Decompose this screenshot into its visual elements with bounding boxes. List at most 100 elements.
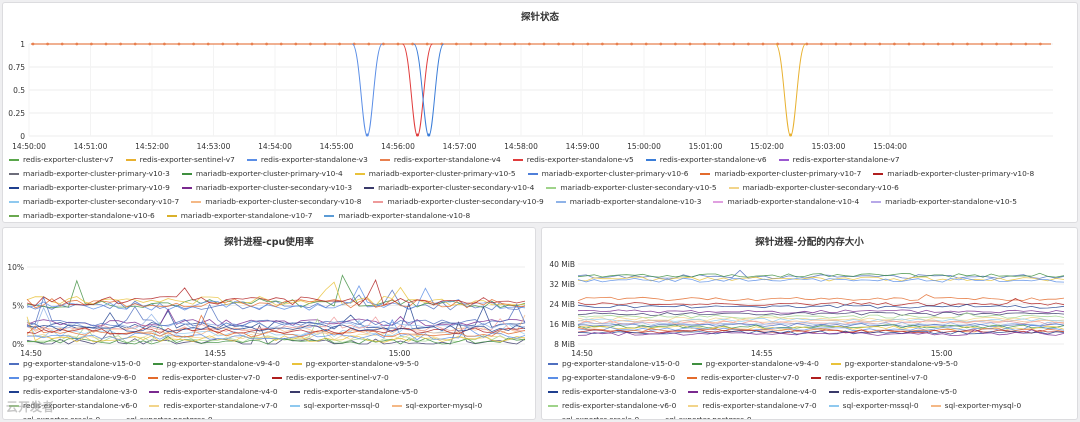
legend-item[interactable]: mariadb-exporter-cluster-secondary-v10-5 <box>546 181 717 195</box>
x-tick-label: 14:57:00 <box>443 142 477 151</box>
x-tick-label: 15:04:00 <box>873 142 907 151</box>
legend-swatch <box>149 405 160 407</box>
legend-item[interactable]: redis-exporter-sentinel-v7-0 <box>811 371 928 385</box>
legend-swatch <box>830 363 841 365</box>
legend-item[interactable]: mariadb-exporter-standalone-v10-4 <box>713 195 859 209</box>
legend-item[interactable]: sql-exporter-mysql-0 <box>391 399 482 413</box>
legend-item[interactable]: sql-exporter-postgres-0 <box>112 413 212 419</box>
legend-item[interactable]: redis-exporter-standalone-v7-0 <box>149 399 278 413</box>
cpu-usage-chart[interactable]: 10% 5% 0%14:50 14:55 15:00 <box>3 228 536 358</box>
legend-item[interactable]: redis-exporter-standalone-v4-0 <box>688 385 817 399</box>
data-point <box>265 42 268 46</box>
memory-alloc-panel: 探针进程-分配的内存大小 40 MiB 32 MiB 24 MiB 16 MiB 8 M… <box>541 227 1078 420</box>
legend-item[interactable]: redis-exporter-standalone-v3-0 <box>9 385 137 399</box>
data-point <box>542 42 546 46</box>
legend-swatch <box>9 201 19 203</box>
series-line <box>26 302 526 330</box>
legend-item[interactable]: pg-exporter-standalone-v15-0-0 <box>9 357 141 371</box>
legend-swatch <box>289 391 300 393</box>
legend-label: pg-exporter-standalone-v9-4-0 <box>705 359 819 368</box>
legend-item[interactable]: redis-exporter-standalone-v6 <box>645 153 767 167</box>
legend-item[interactable]: mariadb-exporter-cluster-primary-v10-8 <box>873 167 1034 181</box>
legend-swatch <box>728 187 739 189</box>
panel-title: 探针状态 <box>520 12 559 23</box>
probe-status-chart[interactable]: 1 0.75 0.5 0.25 014:50:00 14:51:00 14:52:00 14:… <box>3 3 1078 153</box>
y-tick-label: 10% <box>7 263 24 272</box>
legend-item[interactable]: redis-exporter-standalone-v6-0 <box>548 399 676 413</box>
legend-item[interactable]: mariadb-exporter-standalone-v10-6 <box>9 209 155 222</box>
legend-item[interactable]: mariadb-exporter-standalone-v10-8 <box>324 209 471 222</box>
legend-item[interactable]: redis-exporter-cluster-v7-0 <box>687 371 799 385</box>
legend-item[interactable]: mariadb-exporter-cluster-secondary-v10-9 <box>373 195 544 209</box>
legend-label: mariadb-exporter-standalone-v10-8 <box>338 211 471 220</box>
legend-item[interactable]: mariadb-exporter-standalone-v10-5 <box>871 195 1017 209</box>
legend-item[interactable]: redis-exporter-standalone-v5-0 <box>828 385 957 399</box>
series-line <box>577 311 1065 317</box>
legend-item[interactable]: redis-exporter-sentinel-v7-0 <box>272 371 389 385</box>
legend-swatch <box>811 377 822 379</box>
legend-item[interactable]: sql-exporter-oracle-0 <box>548 413 639 419</box>
legend-item[interactable]: redis-exporter-standalone-v3-0 <box>548 385 676 399</box>
legend-item[interactable]: mariadb-exporter-cluster-primary-v10-4 <box>181 167 343 181</box>
legend-item[interactable]: pg-exporter-standalone-v9-4-0 <box>152 357 280 371</box>
legend-item[interactable]: sql-exporter-mssql-0 <box>828 399 919 413</box>
legend-item[interactable]: mariadb-exporter-cluster-secondary-v10-7 <box>9 195 179 209</box>
legend-item[interactable]: redis-exporter-sentinel-v7 <box>125 153 235 167</box>
legend-item[interactable]: mariadb-exporter-standalone-v10-7 <box>166 209 313 222</box>
legend-item[interactable]: sql-exporter-mysql-0 <box>930 399 1021 413</box>
legend-item[interactable]: redis-exporter-standalone-v3 <box>246 153 368 167</box>
legend-item[interactable]: redis-exporter-standalone-v7-0 <box>688 399 817 413</box>
legend-item[interactable]: pg-exporter-standalone-v9-6-0 <box>548 371 675 385</box>
legend-item[interactable]: pg-exporter-standalone-v9-5-0 <box>291 357 419 371</box>
legend-swatch <box>548 363 558 365</box>
legend-label: mariadb-exporter-standalone-v10-7 <box>180 211 313 220</box>
legend-item[interactable]: redis-exporter-standalone-v4-0 <box>149 385 278 399</box>
legend-item[interactable]: mariadb-exporter-cluster-secondary-v10-3 <box>181 181 352 195</box>
legend-item[interactable]: mariadb-exporter-cluster-primary-v10-5 <box>354 167 516 181</box>
legend-item[interactable]: sql-exporter-oracle-0 <box>9 413 100 419</box>
data-point <box>893 42 896 46</box>
series-line <box>577 321 1065 327</box>
data-point <box>557 42 560 46</box>
series-line <box>26 278 526 306</box>
legend-item[interactable]: redis-exporter-standalone-v5-0 <box>289 385 418 399</box>
data-point <box>995 42 998 46</box>
legend-swatch <box>548 391 558 393</box>
panel-title: 探针进程-分配的内存大小 <box>755 237 864 248</box>
legend-item[interactable]: pg-exporter-standalone-v9-4-0 <box>691 357 819 371</box>
legend-item[interactable]: mariadb-exporter-cluster-secondary-v10-6 <box>728 181 899 195</box>
legend-item[interactable]: redis-exporter-cluster-v7-0 <box>148 371 260 385</box>
data-point <box>528 42 531 46</box>
legend-swatch <box>324 215 335 217</box>
legend-label: mariadb-exporter-standalone-v10-6 <box>23 211 155 220</box>
series-line <box>577 277 1065 283</box>
legend-item[interactable]: mariadb-exporter-cluster-primary-v10-6 <box>527 167 688 181</box>
legend-item[interactable]: redis-exporter-cluster-v7 <box>9 153 114 167</box>
series-line <box>26 316 526 333</box>
legend-item[interactable]: pg-exporter-standalone-v15-0-0 <box>548 357 680 371</box>
legend-item[interactable]: sql-exporter-postgres-0 <box>651 413 751 419</box>
legend-item[interactable]: mariadb-exporter-cluster-secondary-v10-4 <box>364 181 534 195</box>
legend-item[interactable]: redis-exporter-standalone-v6-0 <box>9 399 137 413</box>
watermark: 云开发者 <box>6 400 55 414</box>
data-point <box>425 42 429 46</box>
legend-item[interactable]: mariadb-exporter-standalone-v10-3 <box>555 195 701 209</box>
legend-swatch <box>391 405 402 407</box>
legend-label: pg-exporter-standalone-v9-6-0 <box>23 373 137 382</box>
legend-item[interactable]: pg-exporter-standalone-v9-6-0 <box>9 371 136 385</box>
x-tick-label: 14:55 <box>751 349 773 358</box>
legend-item[interactable]: redis-exporter-standalone-v5 <box>512 153 634 167</box>
legend-item[interactable]: redis-exporter-standalone-v4 <box>379 153 501 167</box>
legend-item[interactable]: sql-exporter-mssql-0 <box>289 399 380 413</box>
data-point <box>427 133 431 137</box>
legend-item[interactable]: mariadb-exporter-cluster-primary-v10-3 <box>9 167 170 181</box>
legend-item[interactable]: redis-exporter-standalone-v7 <box>778 153 900 167</box>
legend-item[interactable]: mariadb-exporter-cluster-primary-v10-7 <box>700 167 861 181</box>
y-tick-label: 8 MiB <box>554 340 575 349</box>
legend-item[interactable]: pg-exporter-standalone-v9-5-0 <box>830 357 958 371</box>
data-point <box>60 42 64 46</box>
legend-item[interactable]: mariadb-exporter-cluster-secondary-v10-8 <box>191 195 361 209</box>
legend-item[interactable]: mariadb-exporter-cluster-primary-v10-9 <box>9 181 170 195</box>
data-point <box>820 42 823 46</box>
